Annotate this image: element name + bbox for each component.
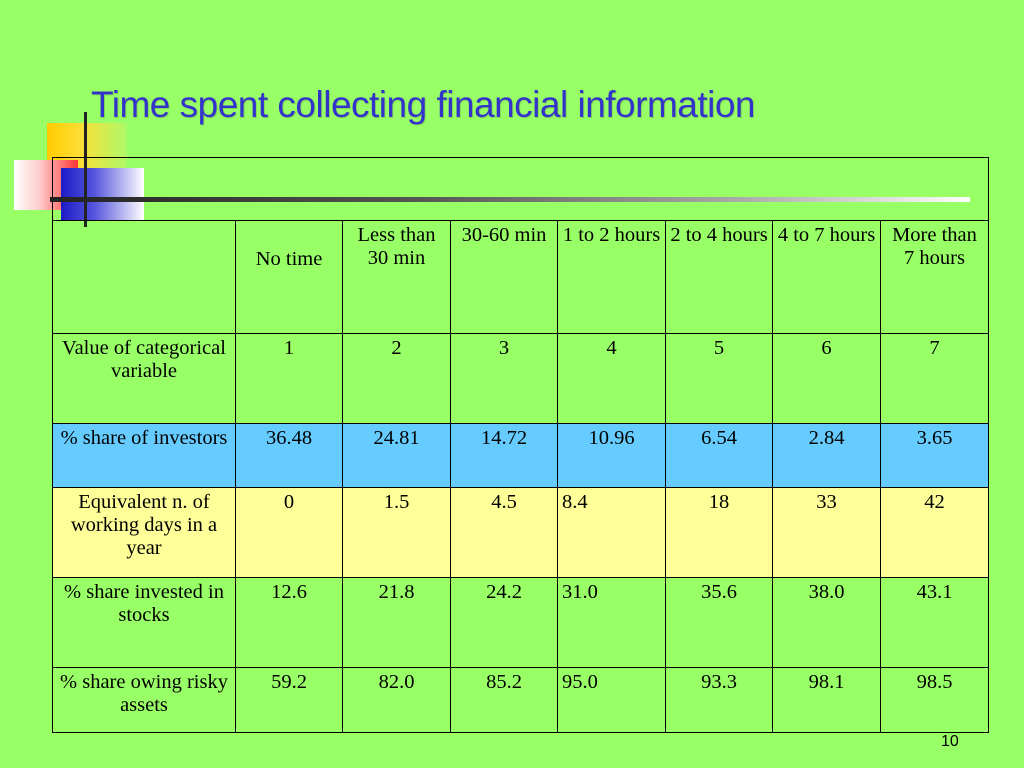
- table-cell: 31.0: [557, 577, 666, 668]
- table-cell: 8.4: [557, 487, 666, 578]
- row-label: % share invested in stocks: [52, 577, 236, 668]
- table-cell: 1: [235, 333, 343, 424]
- table-cell: 7: [880, 333, 989, 424]
- table-cell: 43.1: [880, 577, 989, 668]
- table-header-row: No time Less than 30 min 30-60 min 1 to …: [52, 220, 989, 334]
- table-cell: 82.0: [342, 667, 451, 733]
- table-cell: 36.48: [235, 423, 343, 488]
- table-cell: 35.6: [665, 577, 773, 668]
- table-cell: 14.72: [450, 423, 558, 488]
- table-cell: 24.81: [342, 423, 451, 488]
- table-cell: 42: [880, 487, 989, 578]
- table-cell: 98.1: [772, 667, 881, 733]
- horizontal-line-decoration: [50, 197, 970, 202]
- table-cell: 33: [772, 487, 881, 578]
- table-cell: 59.2: [235, 667, 343, 733]
- column-header-label: 2 to 4 hours: [670, 224, 768, 246]
- column-header: 4 to 7 hours: [772, 220, 881, 334]
- row-label: % share of investors: [52, 423, 236, 488]
- table-cell: 5: [665, 333, 773, 424]
- table-cell: 24.2: [450, 577, 558, 668]
- table-cell: 38.0: [772, 577, 881, 668]
- table-cell: 98.5: [880, 667, 989, 733]
- column-header: Less than 30 min: [342, 220, 451, 334]
- column-header: 2 to 4 hours: [665, 220, 773, 334]
- table-cell: 6: [772, 333, 881, 424]
- table-cell: 1.5: [342, 487, 451, 578]
- table-cell: 0: [235, 487, 343, 578]
- table-row: % share invested in stocks 12.6 21.8 24.…: [52, 577, 989, 668]
- table-cell: 95.0: [557, 667, 666, 733]
- table-top-cell: [52, 157, 989, 221]
- column-header: More than 7 hours: [880, 220, 989, 334]
- column-header-label: More than 7 hours: [892, 224, 977, 269]
- table-row: Equivalent n. of working days in a year …: [52, 487, 989, 578]
- table-cell: 4: [557, 333, 666, 424]
- data-table: No time Less than 30 min 30-60 min 1 to …: [52, 157, 989, 733]
- table-cell: 3.65: [880, 423, 989, 488]
- row-label: Equivalent n. of working days in a year: [52, 487, 236, 578]
- table-cell: 4.5: [450, 487, 558, 578]
- table-cell: 12.6: [235, 577, 343, 668]
- table-cell: 2.84: [772, 423, 881, 488]
- table-cell: 85.2: [450, 667, 558, 733]
- column-header: No time: [235, 220, 343, 334]
- column-header-label: 1 to 2 hours: [562, 224, 661, 246]
- column-header: 1 to 2 hours: [557, 220, 666, 334]
- table-cell: 93.3: [665, 667, 773, 733]
- table-row: Value of categorical variable 1 2 3 4 5 …: [52, 333, 989, 424]
- table-cell: 10.96: [557, 423, 666, 488]
- column-header-label: 30-60 min: [461, 224, 547, 246]
- page-number: 10: [941, 733, 959, 750]
- row-label: Value of categorical variable: [52, 333, 236, 424]
- slide-title: Time spent collecting financial informat…: [91, 84, 756, 125]
- table-cell: 21.8: [342, 577, 451, 668]
- table-cell: 18: [665, 487, 773, 578]
- column-header: 30-60 min: [450, 220, 558, 334]
- header-corner-cell: [52, 220, 236, 334]
- table-cell: 2: [342, 333, 451, 424]
- table-row: % share owing risky assets 59.2 82.0 85.…: [52, 667, 989, 733]
- table-row: % share of investors 36.48 24.81 14.72 1…: [52, 423, 989, 488]
- table-top-band: [52, 157, 989, 221]
- column-header-label: Less than 30 min: [357, 224, 436, 269]
- table-cell: 6.54: [665, 423, 773, 488]
- column-header-label: 4 to 7 hours: [777, 224, 876, 246]
- table-cell: 3: [450, 333, 558, 424]
- row-label: % share owing risky assets: [52, 667, 236, 733]
- column-header-label: No time: [255, 248, 323, 270]
